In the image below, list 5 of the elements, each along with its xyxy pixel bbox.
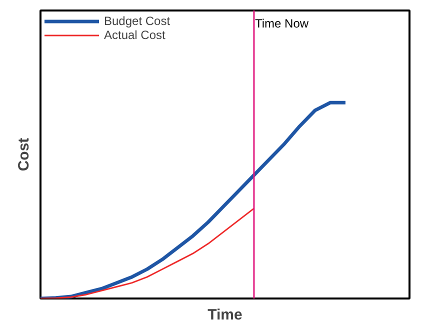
x-axis-title: Time [208, 306, 242, 324]
legend-label: Actual Cost [104, 28, 166, 42]
legend-label: Budget Cost [104, 14, 170, 28]
text: Time Now [254, 16, 309, 30]
y-axis-title: Cost [16, 138, 32, 172]
